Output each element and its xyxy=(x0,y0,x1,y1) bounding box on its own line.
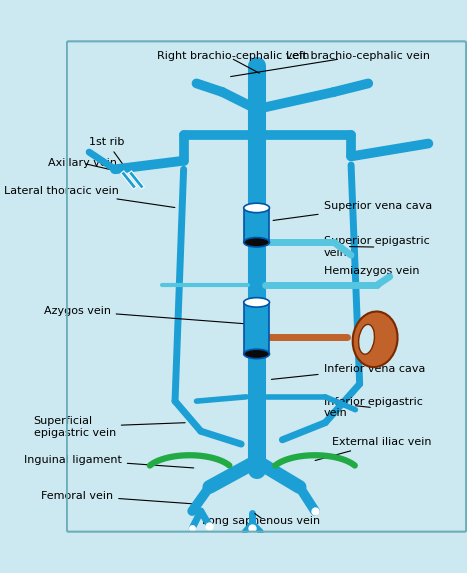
Text: Right brachio-cephalic vein: Right brachio-cephalic vein xyxy=(157,51,310,61)
Text: Superior epigastric
vein: Superior epigastric vein xyxy=(324,236,429,258)
Ellipse shape xyxy=(244,203,269,213)
Text: Inferior vena cava: Inferior vena cava xyxy=(271,363,425,379)
Ellipse shape xyxy=(244,349,269,359)
Text: Superior vena cava: Superior vena cava xyxy=(273,201,432,221)
Text: Superficial
epigastric vein: Superficial epigastric vein xyxy=(34,416,185,438)
Text: Femoral vein: Femoral vein xyxy=(41,490,196,504)
Text: Inferior epigastric
vein: Inferior epigastric vein xyxy=(324,397,423,418)
Bar xyxy=(244,208,269,242)
Text: Hemiazygos vein: Hemiazygos vein xyxy=(324,266,419,281)
Bar xyxy=(244,303,269,354)
Text: Long saphenous vein: Long saphenous vein xyxy=(202,516,320,527)
Ellipse shape xyxy=(353,312,397,367)
Text: External iliac vein: External iliac vein xyxy=(315,437,432,461)
Text: Axillary vein: Axillary vein xyxy=(49,158,118,170)
Text: Azygos vein: Azygos vein xyxy=(43,306,243,324)
Text: 1st rib: 1st rib xyxy=(89,137,128,171)
Ellipse shape xyxy=(244,238,269,247)
Ellipse shape xyxy=(244,297,269,307)
Text: Inguinal ligament: Inguinal ligament xyxy=(24,454,194,468)
Ellipse shape xyxy=(359,324,375,354)
Text: Left brachio-cephalic vein: Left brachio-cephalic vein xyxy=(286,51,430,61)
Text: Lateral thoracic vein: Lateral thoracic vein xyxy=(4,186,175,207)
